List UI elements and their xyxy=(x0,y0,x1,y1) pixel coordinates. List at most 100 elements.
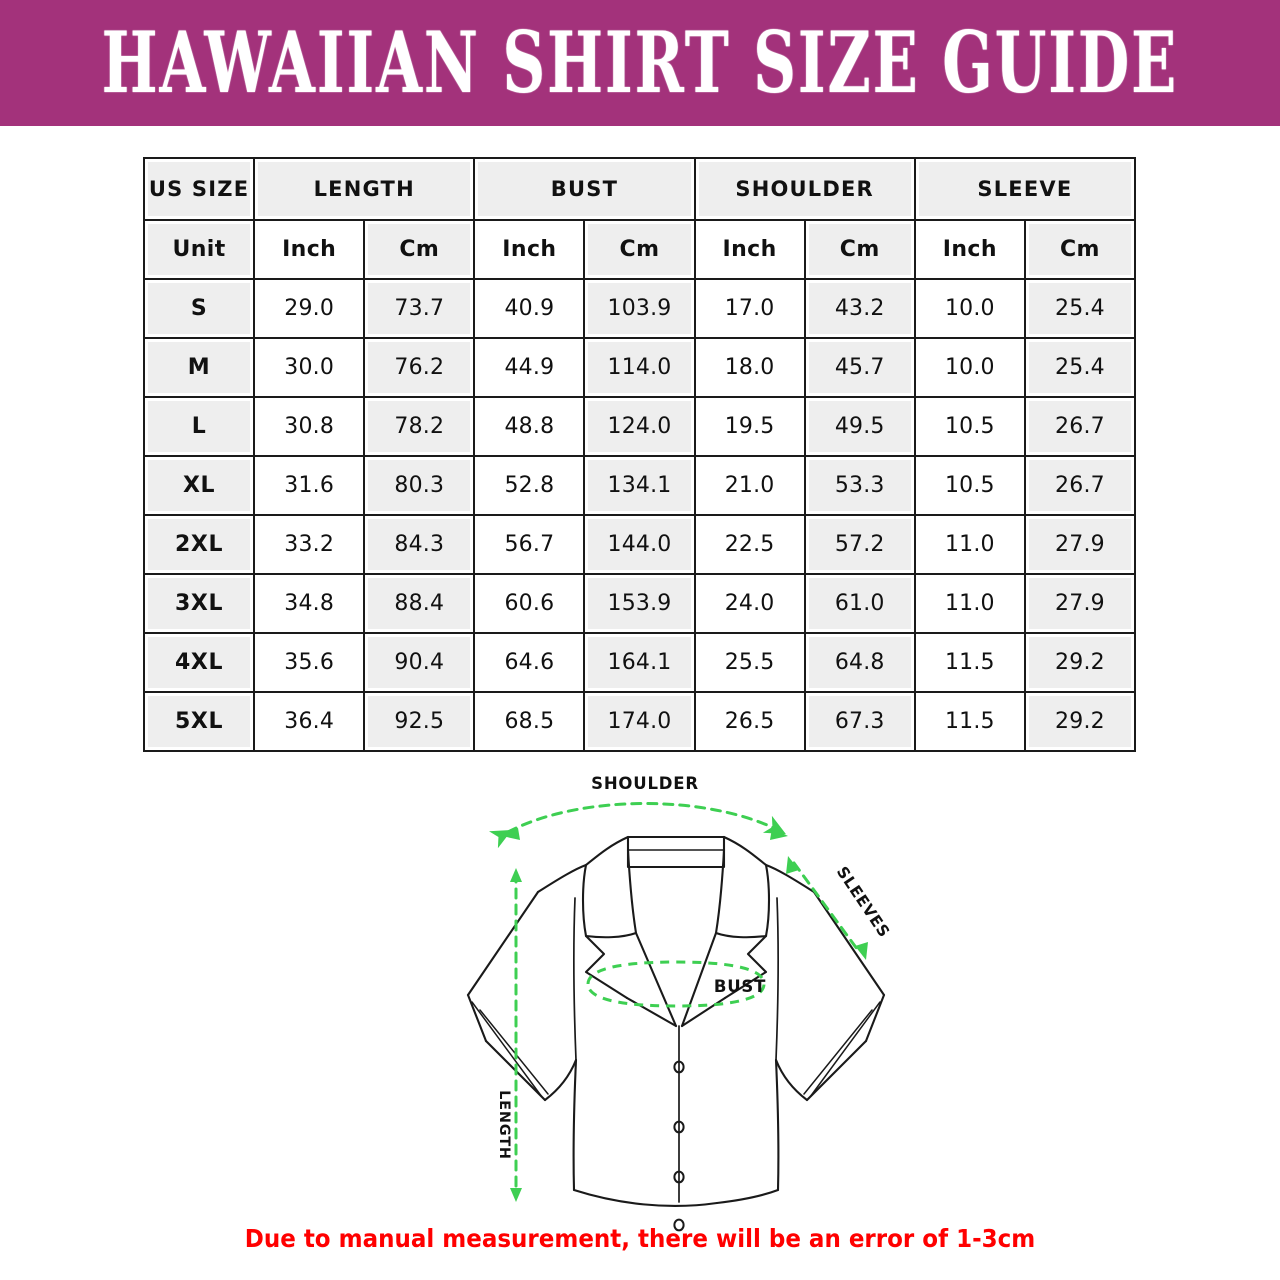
cell-size: 4XL xyxy=(142,632,256,693)
cell-length-cm: 80.3 xyxy=(363,455,476,516)
cell-shoulder-cm: 43.2 xyxy=(803,278,916,339)
unit-header-unit: Unit xyxy=(142,219,256,280)
cell-length-inch: 36.4 xyxy=(253,691,366,752)
cell-sleeve-cm: 29.2 xyxy=(1023,632,1137,693)
cell-bust-inch: 60.6 xyxy=(473,573,586,634)
page-header-banner: Hawaiian Shirt Size Guide xyxy=(0,0,1280,126)
cell-length-cm: 76.2 xyxy=(363,337,476,398)
table-row: 2XL 33.2 84.3 56.7 144.0 22.5 57.2 11.0 … xyxy=(142,514,1137,575)
cell-bust-inch: 44.9 xyxy=(473,337,586,398)
shirt-outline xyxy=(466,835,886,1207)
table-group-header-row: US SIZE LENGTH BUST SHOULDER SLEEVE xyxy=(142,157,1137,221)
cell-size: L xyxy=(142,396,256,457)
table-row: 3XL 34.8 88.4 60.6 153.9 24.0 61.0 11.0 … xyxy=(142,573,1137,634)
cell-bust-cm: 124.0 xyxy=(583,396,696,457)
length-arrow-bottom-icon xyxy=(510,1188,522,1202)
cell-shoulder-inch: 25.5 xyxy=(693,632,806,693)
unit-header-bust-cm: Cm xyxy=(583,219,696,280)
table-row: L 30.8 78.2 48.8 124.0 19.5 49.5 10.5 26… xyxy=(142,396,1137,457)
cell-sleeve-inch: 10.0 xyxy=(913,337,1026,398)
cell-bust-cm: 153.9 xyxy=(583,573,696,634)
unit-header-bust-inch: Inch xyxy=(473,219,586,280)
unit-header-sleeve-cm: Cm xyxy=(1023,219,1137,280)
table-row: 4XL 35.6 90.4 64.6 164.1 25.5 64.8 11.5 … xyxy=(142,632,1137,693)
measurement-disclaimer: Due to manual measurement, there will be… xyxy=(244,1224,1036,1253)
cell-shoulder-inch: 22.5 xyxy=(693,514,806,575)
cell-sleeve-cm: 25.4 xyxy=(1023,337,1137,398)
table-row: 5XL 36.4 92.5 68.5 174.0 26.5 67.3 11.5 … xyxy=(142,691,1137,752)
cell-shoulder-inch: 24.0 xyxy=(693,573,806,634)
table-row: M 30.0 76.2 44.9 114.0 18.0 45.7 10.0 25… xyxy=(142,337,1137,398)
col-header-bust: BUST xyxy=(473,157,696,221)
shoulder-arrow-right-icon xyxy=(770,828,788,840)
shoulder-measure-line xyxy=(488,802,786,849)
unit-header-length-cm: Cm xyxy=(363,219,476,280)
cell-sleeve-inch: 11.0 xyxy=(913,514,1026,575)
cell-length-inch: 33.2 xyxy=(253,514,366,575)
shoulder-arrow-left-icon xyxy=(502,828,520,840)
cell-bust-inch: 48.8 xyxy=(473,396,586,457)
cell-length-cm: 73.7 xyxy=(363,278,476,339)
page-title: Hawaiian Shirt Size Guide xyxy=(101,14,1179,112)
cell-size: 2XL xyxy=(142,514,256,575)
cell-length-inch: 31.6 xyxy=(253,455,366,516)
cell-length-inch: 30.8 xyxy=(253,396,366,457)
col-header-shoulder: SHOULDER xyxy=(693,157,916,221)
table-unit-header-row: Unit Inch Cm Inch Cm Inch Cm Inch Cm xyxy=(142,219,1137,280)
cell-sleeve-inch: 11.0 xyxy=(913,573,1026,634)
length-arrow-top-icon xyxy=(510,868,522,882)
bust-measure-line xyxy=(586,960,766,1008)
cell-size: 5XL xyxy=(142,691,256,752)
unit-header-shoulder-inch: Inch xyxy=(693,219,806,280)
cell-bust-cm: 164.1 xyxy=(583,632,696,693)
sleeves-arrow-bottom-icon xyxy=(855,942,868,960)
unit-header-length-inch: Inch xyxy=(253,219,366,280)
cell-sleeve-inch: 11.5 xyxy=(913,691,1026,752)
cell-bust-inch: 56.7 xyxy=(473,514,586,575)
cell-length-inch: 34.8 xyxy=(253,573,366,634)
size-chart-table: US SIZE LENGTH BUST SHOULDER SLEEVE Unit… xyxy=(142,157,1137,752)
cell-sleeve-cm: 29.2 xyxy=(1023,691,1137,752)
unit-header-sleeve-inch: Inch xyxy=(913,219,1026,280)
cell-sleeve-cm: 27.9 xyxy=(1023,514,1137,575)
cell-sleeve-inch: 11.5 xyxy=(913,632,1026,693)
cell-bust-cm: 114.0 xyxy=(583,337,696,398)
cell-length-inch: 29.0 xyxy=(253,278,366,339)
sleeves-arrow-top-icon xyxy=(786,856,799,874)
cell-bust-cm: 174.0 xyxy=(583,691,696,752)
cell-sleeve-cm: 27.9 xyxy=(1023,573,1137,634)
cell-sleeve-cm: 25.4 xyxy=(1023,278,1137,339)
table-row: S 29.0 73.7 40.9 103.9 17.0 43.2 10.0 25… xyxy=(142,278,1137,339)
cell-shoulder-inch: 21.0 xyxy=(693,455,806,516)
table-row: XL 31.6 80.3 52.8 134.1 21.0 53.3 10.5 2… xyxy=(142,455,1137,516)
cell-shoulder-inch: 18.0 xyxy=(693,337,806,398)
cell-size: XL xyxy=(142,455,256,516)
unit-header-shoulder-cm: Cm xyxy=(803,219,916,280)
cell-length-cm: 78.2 xyxy=(363,396,476,457)
cell-length-cm: 90.4 xyxy=(363,632,476,693)
cell-bust-cm: 103.9 xyxy=(583,278,696,339)
cell-shoulder-cm: 57.2 xyxy=(803,514,916,575)
cell-bust-cm: 144.0 xyxy=(583,514,696,575)
cell-sleeve-inch: 10.0 xyxy=(913,278,1026,339)
cell-size: S xyxy=(142,278,256,339)
cell-bust-inch: 64.6 xyxy=(473,632,586,693)
label-shoulder: SHOULDER xyxy=(591,774,699,793)
cell-shoulder-inch: 26.5 xyxy=(693,691,806,752)
cell-length-cm: 88.4 xyxy=(363,573,476,634)
cell-length-inch: 30.0 xyxy=(253,337,366,398)
cell-length-cm: 92.5 xyxy=(363,691,476,752)
shirt-measurement-diagram: SHOULDER SLEEVES BUST LENGTH xyxy=(390,770,900,1240)
cell-sleeve-cm: 26.7 xyxy=(1023,455,1137,516)
size-table-body: S 29.0 73.7 40.9 103.9 17.0 43.2 10.0 25… xyxy=(142,278,1137,752)
cell-bust-inch: 40.9 xyxy=(473,278,586,339)
cell-shoulder-cm: 49.5 xyxy=(803,396,916,457)
shirt-buttons xyxy=(673,1060,685,1232)
cell-length-inch: 35.6 xyxy=(253,632,366,693)
cell-shoulder-cm: 61.0 xyxy=(803,573,916,634)
cell-size: M xyxy=(142,337,256,398)
cell-bust-inch: 68.5 xyxy=(473,691,586,752)
col-header-us-size: US SIZE xyxy=(142,157,256,221)
cell-sleeve-inch: 10.5 xyxy=(913,455,1026,516)
